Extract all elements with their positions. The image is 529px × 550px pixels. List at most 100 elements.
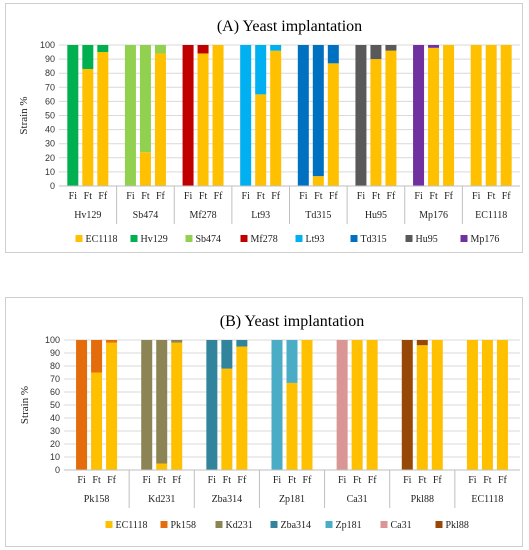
bar-segment — [255, 94, 267, 186]
bar-label: Fi — [208, 475, 217, 486]
bar-segment — [91, 340, 103, 373]
bar-label: Ff — [303, 475, 313, 486]
bar-segment — [106, 340, 118, 343]
y-tick-label: 50 — [50, 400, 60, 410]
bar-segment — [401, 340, 413, 470]
legend-swatch — [75, 235, 83, 242]
group-label: Zp181 — [279, 494, 305, 505]
y-tick-label: 20 — [50, 439, 60, 449]
legend-swatch — [460, 235, 468, 242]
bar-segment — [271, 340, 283, 470]
legend-label: Zba314 — [281, 520, 312, 531]
y-tick-label: 80 — [50, 361, 60, 371]
group-label: Mf278 — [189, 210, 216, 221]
legend-label: EC1118 — [86, 234, 118, 245]
chart-a-svg: (A) Yeast implantation 0 10 20 30 40 50 60 70 80 9… — [18, 18, 520, 245]
legend-swatch — [185, 235, 193, 242]
bar-segment — [255, 45, 267, 95]
bar-label: Fi — [69, 191, 78, 202]
bar-segment — [67, 45, 79, 186]
group-label: EC1118 — [475, 210, 507, 221]
y-tick-label: 20 — [45, 153, 55, 163]
bar-segment — [470, 45, 482, 186]
bar-segment — [156, 340, 168, 464]
bar-label: Ft — [353, 475, 362, 486]
bar-segment — [154, 45, 166, 54]
y-tick-label: 100 — [40, 40, 55, 50]
bar-segment — [139, 45, 151, 153]
y-tick-label: 10 — [50, 452, 60, 462]
y-tick-label: 60 — [45, 96, 55, 106]
legend-label: Sb474 — [196, 234, 222, 245]
bar-segment — [428, 47, 440, 186]
y-axis-label: Strain % — [18, 96, 30, 134]
y-tick-label: 70 — [45, 82, 55, 92]
y-tick-label: 40 — [50, 413, 60, 423]
group-label: Kd231 — [148, 494, 175, 505]
bar-label: Ff — [502, 191, 512, 202]
bar-segment — [124, 45, 136, 186]
y-tick-label: 30 — [45, 139, 55, 149]
bar-segment — [221, 340, 233, 369]
bar-segment — [139, 152, 151, 186]
bar-label: Ff — [271, 191, 281, 202]
bar-segment — [182, 45, 194, 186]
bar-segment — [385, 50, 397, 186]
legend-label: Ca31 — [391, 520, 412, 531]
legend-label: Td315 — [361, 234, 387, 245]
group-label: Ca31 — [347, 494, 368, 505]
legend-swatch — [270, 521, 278, 528]
bar-segment — [97, 45, 109, 53]
legend-label: Mf278 — [251, 234, 278, 245]
bar-segment — [385, 45, 397, 51]
bar-segment — [428, 45, 440, 48]
chart-panel-a: (A) Yeast implantation 0 10 20 30 40 50 60 70 80 9… — [5, 3, 523, 253]
bar-segment — [336, 340, 348, 470]
bar-label: Ff — [237, 475, 247, 486]
chart-title: (A) Yeast implantation — [217, 18, 362, 35]
bar-label: Fi — [338, 475, 347, 486]
y-tick-label: 90 — [50, 348, 60, 358]
bar-label: Fi — [357, 191, 366, 202]
bar-label: Ff — [368, 475, 378, 486]
bar-segment — [297, 45, 309, 186]
y-tick-label: 0 — [55, 465, 60, 475]
group-label: Zba314 — [212, 494, 243, 505]
bar-segment — [82, 45, 94, 69]
bar-segment — [500, 45, 512, 186]
legend-swatch — [435, 521, 443, 528]
bar-segment — [312, 176, 324, 186]
y-tick-label: 100 — [45, 335, 60, 345]
bar-segment — [327, 63, 339, 186]
chart-title: (B) Yeast implantation — [220, 313, 364, 330]
bar-segment — [443, 45, 455, 186]
legend-label: Pk158 — [171, 520, 197, 531]
bar-label: Ft — [429, 191, 438, 202]
bar-label: Fi — [414, 191, 423, 202]
bar-segment — [370, 45, 382, 60]
bar-label: Fi — [126, 191, 135, 202]
chart-b-svg: (B) Yeast implantation 0 10 20 30 40 50 60 70 80 9… — [19, 313, 520, 531]
y-tick-label: 0 — [50, 181, 55, 191]
bar-label: Ft — [418, 475, 427, 486]
bar-segment — [301, 340, 313, 470]
bar-label: Ft — [84, 191, 93, 202]
group-label: Hu95 — [365, 210, 387, 221]
bar-label: Ft — [372, 191, 381, 202]
legend-label: Mp176 — [471, 234, 500, 245]
bar-segment — [286, 340, 298, 383]
legend-swatch — [325, 521, 333, 528]
y-tick-label: 60 — [50, 387, 60, 397]
legend-label: Hu95 — [416, 234, 438, 245]
legend-swatch — [215, 521, 223, 528]
bar-segment — [197, 45, 209, 54]
bar-segment — [270, 45, 282, 51]
bar-segment — [240, 45, 252, 186]
legend-label: EC1118 — [116, 520, 148, 531]
y-tick-label: 80 — [45, 68, 55, 78]
bar-label: Ff — [329, 191, 339, 202]
bar-segment — [327, 45, 339, 64]
bar-label: Ft — [257, 191, 266, 202]
y-tick-label: 70 — [50, 374, 60, 384]
bar-label: Ft — [92, 475, 101, 486]
